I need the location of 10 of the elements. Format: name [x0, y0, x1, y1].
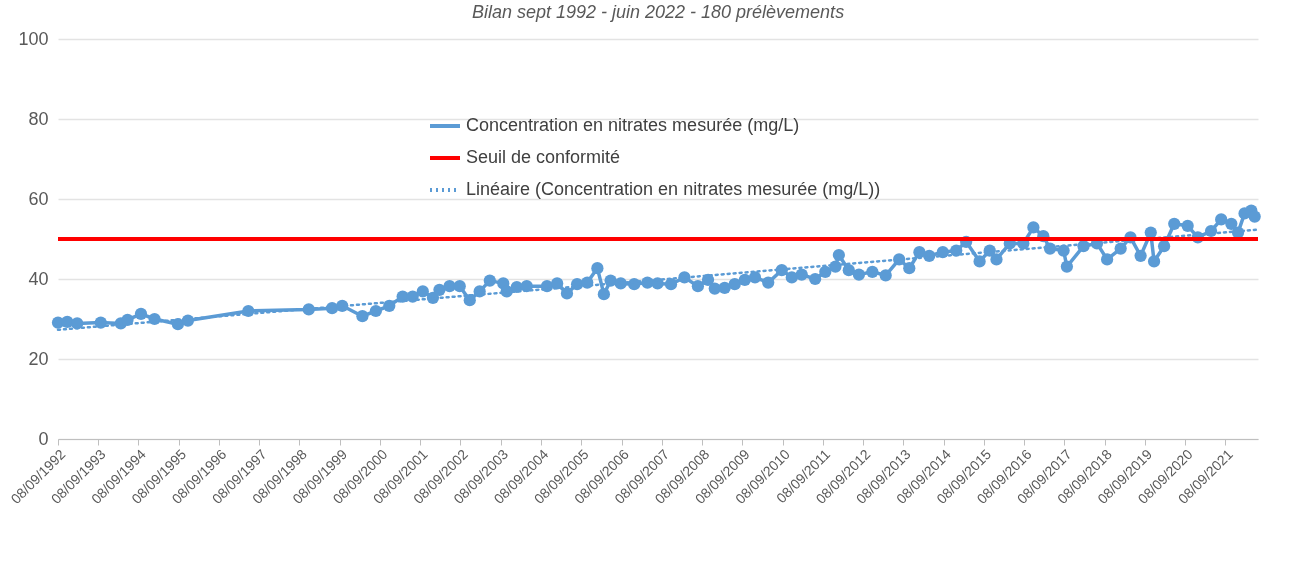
legend-label: Seuil de conformité	[466, 147, 621, 167]
legend-label: Linéaire (Concentration en nitrates mesurée (mg/L))	[466, 179, 881, 199]
y-tick-label: 100	[18, 28, 49, 49]
legend-label: Concentration en nitrates mesurée (mg/L)	[466, 115, 800, 135]
y-tick-label: 60	[28, 188, 49, 209]
y-tick-label: 0	[38, 428, 49, 449]
y-tick-label: 40	[28, 268, 49, 289]
chart-title: Bilan sept 1992 - juin 2022 - 180 prélèvements	[471, 2, 845, 22]
y-tick-label: 80	[28, 108, 49, 129]
y-tick-label: 20	[28, 348, 49, 369]
